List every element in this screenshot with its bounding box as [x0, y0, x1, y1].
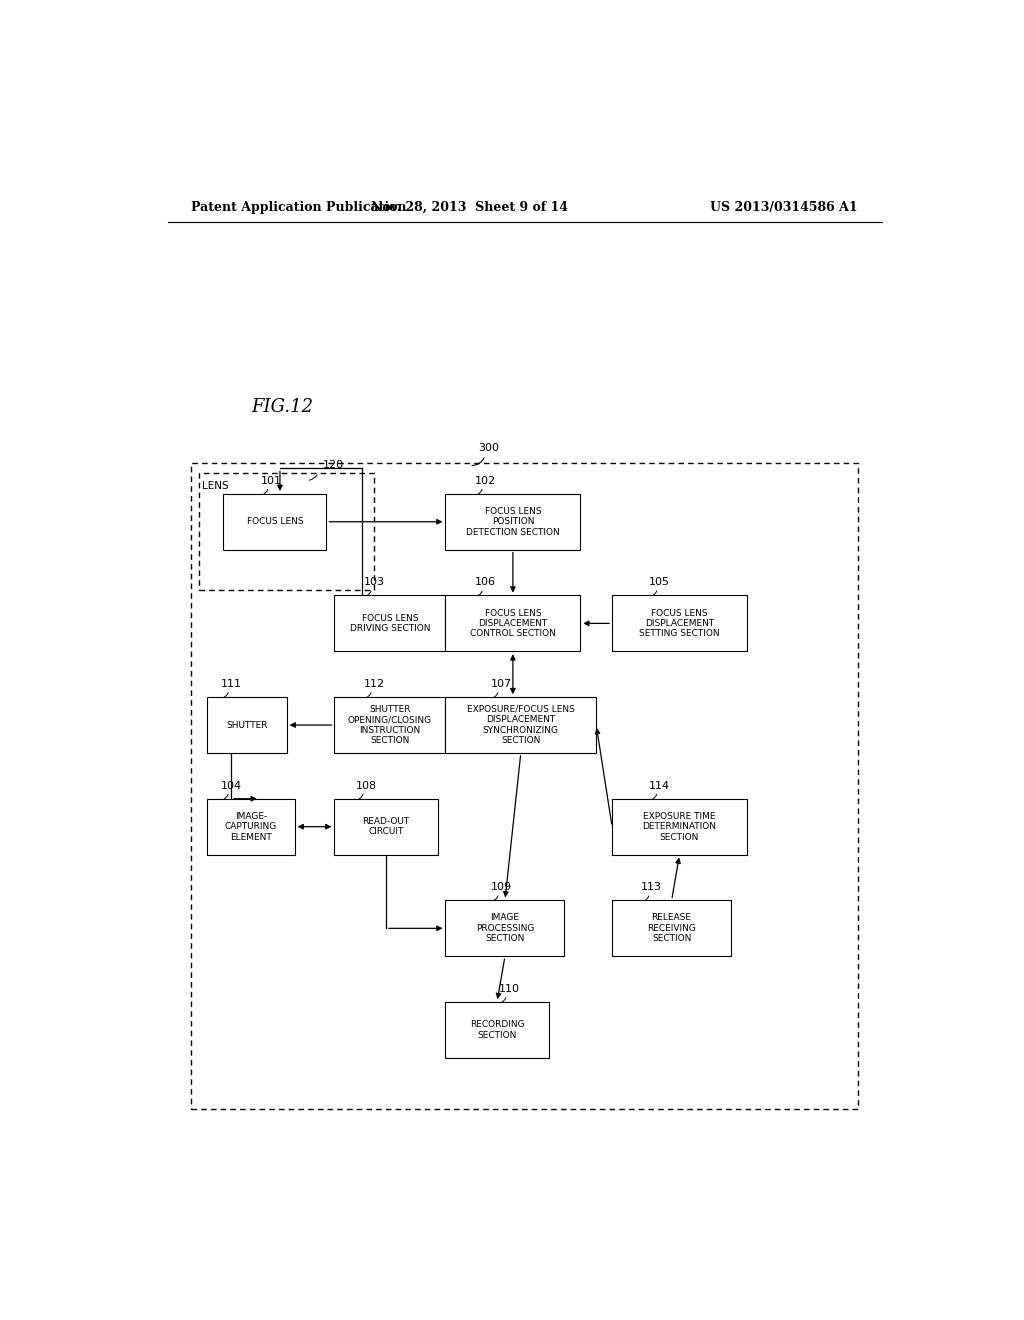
Text: 111: 111: [220, 678, 242, 689]
Text: EXPOSURE/FOCUS LENS
DISPLACEMENT
SYNCHRONIZING
SECTION: EXPOSURE/FOCUS LENS DISPLACEMENT SYNCHRO…: [467, 705, 574, 746]
Text: 300: 300: [478, 444, 500, 453]
FancyBboxPatch shape: [207, 697, 287, 752]
Text: FOCUS LENS: FOCUS LENS: [247, 517, 303, 527]
FancyBboxPatch shape: [612, 595, 748, 651]
Text: 110: 110: [499, 983, 519, 994]
Text: FOCUS LENS
POSITION
DETECTION SECTION: FOCUS LENS POSITION DETECTION SECTION: [466, 507, 560, 537]
Text: 120: 120: [323, 461, 344, 470]
Text: EXPOSURE TIME
DETERMINATION
SECTION: EXPOSURE TIME DETERMINATION SECTION: [642, 812, 717, 842]
Text: SHUTTER
OPENING/CLOSING
INSTRUCTION
SECTION: SHUTTER OPENING/CLOSING INSTRUCTION SECT…: [348, 705, 432, 746]
FancyBboxPatch shape: [445, 697, 596, 752]
Text: 105: 105: [649, 577, 671, 587]
Text: READ-OUT
CIRCUIT: READ-OUT CIRCUIT: [362, 817, 410, 837]
FancyBboxPatch shape: [612, 900, 731, 956]
Text: 113: 113: [641, 882, 663, 892]
Text: 112: 112: [364, 678, 385, 689]
Text: 109: 109: [490, 882, 512, 892]
Text: 106: 106: [474, 577, 496, 587]
Text: FIG.12: FIG.12: [251, 399, 313, 416]
FancyBboxPatch shape: [445, 595, 581, 651]
Text: US 2013/0314586 A1: US 2013/0314586 A1: [711, 201, 858, 214]
FancyBboxPatch shape: [207, 799, 295, 854]
Text: 104: 104: [220, 780, 242, 791]
Text: 102: 102: [474, 475, 496, 486]
Text: IMAGE-
CAPTURING
ELEMENT: IMAGE- CAPTURING ELEMENT: [225, 812, 278, 842]
Text: FOCUS LENS
DISPLACEMENT
CONTROL SECTION: FOCUS LENS DISPLACEMENT CONTROL SECTION: [470, 609, 556, 639]
FancyBboxPatch shape: [612, 799, 748, 854]
Text: 108: 108: [355, 780, 377, 791]
Text: Nov. 28, 2013  Sheet 9 of 14: Nov. 28, 2013 Sheet 9 of 14: [371, 201, 567, 214]
Text: 101: 101: [260, 475, 282, 486]
FancyBboxPatch shape: [445, 900, 564, 956]
Text: IMAGE
PROCESSING
SECTION: IMAGE PROCESSING SECTION: [476, 913, 535, 944]
Text: Patent Application Publication: Patent Application Publication: [191, 201, 407, 214]
Text: RELEASE
RECEIVING
SECTION: RELEASE RECEIVING SECTION: [647, 913, 696, 944]
Text: 103: 103: [364, 577, 385, 587]
FancyBboxPatch shape: [334, 595, 445, 651]
Text: 114: 114: [649, 780, 671, 791]
Text: FOCUS LENS
DISPLACEMENT
SETTING SECTION: FOCUS LENS DISPLACEMENT SETTING SECTION: [639, 609, 720, 639]
Text: SHUTTER: SHUTTER: [226, 721, 268, 730]
Text: 107: 107: [490, 678, 512, 689]
Text: RECORDING
SECTION: RECORDING SECTION: [470, 1020, 524, 1040]
FancyBboxPatch shape: [223, 494, 327, 549]
FancyBboxPatch shape: [334, 799, 437, 854]
FancyBboxPatch shape: [445, 1002, 549, 1057]
Text: FOCUS LENS
DRIVING SECTION: FOCUS LENS DRIVING SECTION: [349, 614, 430, 634]
FancyBboxPatch shape: [445, 494, 581, 549]
FancyBboxPatch shape: [334, 697, 445, 752]
Text: LENS: LENS: [202, 480, 228, 491]
